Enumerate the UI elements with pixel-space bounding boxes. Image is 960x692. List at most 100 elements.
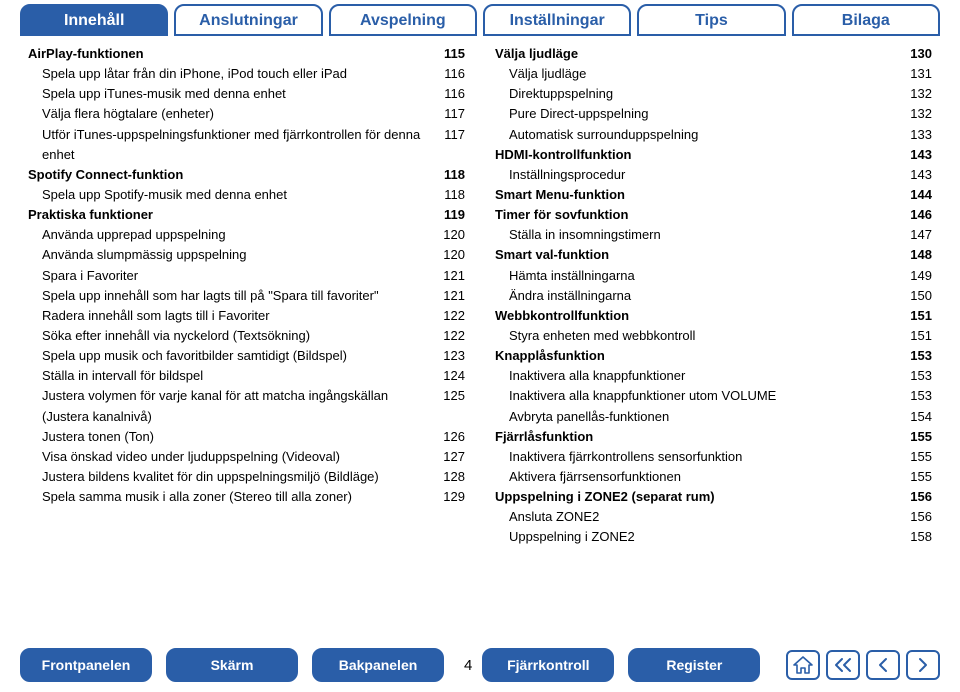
toc-label: Uppspelning i ZONE2 bbox=[509, 527, 643, 547]
toc-page: 121 bbox=[443, 266, 465, 286]
top-tab-inställningar[interactable]: Inställningar bbox=[483, 4, 631, 36]
toc-entry[interactable]: Hämta inställningarna149 bbox=[495, 266, 932, 286]
toc-entry[interactable]: Justera bildens kvalitet för din uppspel… bbox=[28, 467, 465, 487]
prev-double-icon[interactable] bbox=[826, 650, 860, 680]
toc-label: Spara i Favoriter bbox=[42, 266, 146, 286]
toc-entry[interactable]: HDMI-kontrollfunktion143 bbox=[495, 145, 932, 165]
toc-entry[interactable]: Ställa in insomningstimern 147 bbox=[495, 225, 932, 245]
toc-page: 130 bbox=[910, 44, 932, 64]
toc-label: Spela upp iTunes-musik med denna enhet bbox=[42, 84, 294, 104]
toc-right-column: Välja ljudläge130Välja ljudläge131Direkt… bbox=[495, 44, 932, 548]
toc-label: Spotify Connect-funktion bbox=[28, 165, 191, 185]
toc-entry[interactable]: Webbkontrollfunktion151 bbox=[495, 306, 932, 326]
toc-entry[interactable]: Spela upp Spotify-musik med denna enhet1… bbox=[28, 185, 465, 205]
toc-page: 120 bbox=[443, 225, 465, 245]
toc-entry[interactable]: Använda slumpmässig uppspelning 120 bbox=[28, 245, 465, 265]
toc-entry[interactable]: Spela upp innehåll som har lagts till på… bbox=[28, 286, 465, 306]
toc-entry[interactable]: Ändra inställningarna150 bbox=[495, 286, 932, 306]
toc-page: 147 bbox=[910, 225, 932, 245]
toc-entry[interactable]: Timer för sovfunktion146 bbox=[495, 205, 932, 225]
toc-entry[interactable]: Justera volymen för varje kanal för att … bbox=[28, 386, 465, 426]
toc-entry[interactable]: Spotify Connect-funktion118 bbox=[28, 165, 465, 185]
next-icon[interactable] bbox=[906, 650, 940, 680]
toc-label: Inaktivera fjärrkontrollens sensorfunkti… bbox=[509, 447, 750, 467]
toc-entry[interactable]: Avbryta panellås-funktionen154 bbox=[495, 407, 932, 427]
top-tab-tips[interactable]: Tips bbox=[637, 4, 785, 36]
toc-entry[interactable]: Smart val-funktion148 bbox=[495, 245, 932, 265]
toc-entry[interactable]: Smart Menu-funktion144 bbox=[495, 185, 932, 205]
toc-page: 132 bbox=[910, 104, 932, 124]
toc-entry[interactable]: Inaktivera alla knappfunktioner utom VOL… bbox=[495, 386, 932, 406]
bottom-btn-register[interactable]: Register bbox=[628, 648, 760, 682]
bottom-btn-frontpanelen[interactable]: Frontpanelen bbox=[20, 648, 152, 682]
toc-entry[interactable]: Inaktivera alla knappfunktioner153 bbox=[495, 366, 932, 386]
toc-entry[interactable]: Välja ljudläge 131 bbox=[495, 64, 932, 84]
toc-entry[interactable]: Inställningsprocedur143 bbox=[495, 165, 932, 185]
toc-page: 153 bbox=[910, 346, 932, 366]
toc-entry[interactable]: Spela samma musik i alla zoner (Stereo t… bbox=[28, 487, 465, 507]
top-tab-bilaga[interactable]: Bilaga bbox=[792, 4, 940, 36]
toc-entry[interactable]: Fjärrlåsfunktion155 bbox=[495, 427, 932, 447]
toc-page: 153 bbox=[910, 386, 932, 406]
toc-page: 154 bbox=[910, 407, 932, 427]
prev-icon[interactable] bbox=[866, 650, 900, 680]
toc-entry[interactable]: Knapplåsfunktion153 bbox=[495, 346, 932, 366]
toc-label: Välja ljudläge bbox=[495, 44, 586, 64]
toc-page: 120 bbox=[443, 245, 465, 265]
toc-label: Direktuppspelning bbox=[509, 84, 621, 104]
toc-entry[interactable]: Styra enheten med webbkontroll151 bbox=[495, 326, 932, 346]
toc-entry[interactable]: Välja ljudläge 130 bbox=[495, 44, 932, 64]
toc-page: 116 bbox=[444, 64, 465, 84]
toc-entry[interactable]: Inaktivera fjärrkontrollens sensorfunkti… bbox=[495, 447, 932, 467]
toc-entry[interactable]: Spela upp musik och favoritbilder samtid… bbox=[28, 346, 465, 366]
toc-page: 117 bbox=[444, 104, 465, 124]
bottom-btn-bakpanelen[interactable]: Bakpanelen bbox=[312, 648, 444, 682]
top-tab-anslutningar[interactable]: Anslutningar bbox=[174, 4, 322, 36]
toc-entry[interactable]: AirPlay-funktionen115 bbox=[28, 44, 465, 64]
bottom-btn-fjärrkontroll[interactable]: Fjärrkontroll bbox=[482, 648, 614, 682]
toc-page: 144 bbox=[910, 185, 932, 205]
bottom-btn-skärm[interactable]: Skärm bbox=[166, 648, 298, 682]
toc-entry[interactable]: Spara i Favoriter 121 bbox=[28, 266, 465, 286]
toc-label: Automatisk surrounduppspelning bbox=[509, 125, 706, 145]
toc-page: 122 bbox=[443, 306, 465, 326]
toc-entry[interactable]: Uppspelning i ZONE2158 bbox=[495, 527, 932, 547]
toc-entry[interactable]: Uppspelning i ZONE2 (separat rum)156 bbox=[495, 487, 932, 507]
toc-label: Ställa in insomningstimern bbox=[509, 225, 669, 245]
toc-entry[interactable]: Direktuppspelning132 bbox=[495, 84, 932, 104]
toc-label: Pure Direct-uppspelning bbox=[509, 104, 656, 124]
toc-entry[interactable]: Justera tonen (Ton)126 bbox=[28, 427, 465, 447]
toc-page: 117 bbox=[444, 125, 465, 145]
toc-page: 123 bbox=[443, 346, 465, 366]
toc-entry[interactable]: Välja flera högtalare (enheter) 117 bbox=[28, 104, 465, 124]
top-tab-innehåll[interactable]: Innehåll bbox=[20, 4, 168, 36]
toc-page: 156 bbox=[910, 507, 932, 527]
toc-entry[interactable]: Automatisk surrounduppspelning133 bbox=[495, 125, 932, 145]
toc-entry[interactable]: Spela upp iTunes-musik med denna enhet11… bbox=[28, 84, 465, 104]
toc-page: 129 bbox=[443, 487, 465, 507]
toc-entry[interactable]: Ställa in intervall för bildspel124 bbox=[28, 366, 465, 386]
toc-entry[interactable]: Ansluta ZONE2156 bbox=[495, 507, 932, 527]
nav-icon-group bbox=[786, 650, 940, 680]
toc-entry[interactable]: Aktivera fjärrsensorfunktionen155 bbox=[495, 467, 932, 487]
toc-entry[interactable]: Använda upprepad uppspelning120 bbox=[28, 225, 465, 245]
toc-entry[interactable]: Praktiska funktioner119 bbox=[28, 205, 465, 225]
home-icon[interactable] bbox=[786, 650, 820, 680]
toc-label: Inaktivera alla knappfunktioner bbox=[509, 366, 693, 386]
toc-label: AirPlay-funktionen bbox=[28, 44, 152, 64]
toc-entry[interactable]: Spela upp låtar från din iPhone, iPod to… bbox=[28, 64, 465, 84]
toc-page: 131 bbox=[910, 64, 932, 84]
top-tab-avspelning[interactable]: Avspelning bbox=[329, 4, 477, 36]
toc-entry[interactable]: Visa önskad video under ljuduppspelning … bbox=[28, 447, 465, 467]
toc-entry[interactable]: Radera innehåll som lagts till i Favorit… bbox=[28, 306, 465, 326]
toc-entry[interactable]: Pure Direct-uppspelning 132 bbox=[495, 104, 932, 124]
toc-label: Använda slumpmässig uppspelning bbox=[42, 245, 255, 265]
toc-entry[interactable]: Söka efter innehåll via nyckelord (Texts… bbox=[28, 326, 465, 346]
toc-label: Välja flera högtalare (enheter) bbox=[42, 104, 222, 124]
toc-label: Spela upp innehåll som har lagts till på… bbox=[42, 286, 387, 306]
toc-page: 122 bbox=[443, 326, 465, 346]
toc-page: 151 bbox=[910, 306, 932, 326]
toc-label: Välja ljudläge bbox=[509, 64, 594, 84]
toc-entry[interactable]: Utför iTunes-uppspelningsfunktioner med … bbox=[28, 125, 465, 165]
toc-label: Hämta inställningarna bbox=[509, 266, 643, 286]
